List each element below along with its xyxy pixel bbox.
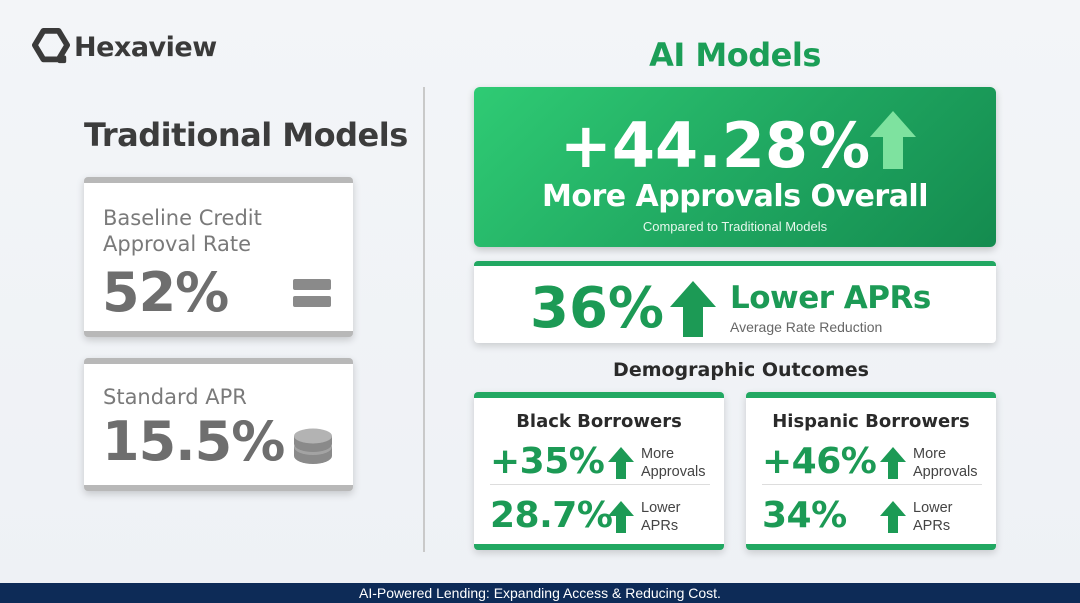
hero-approval-value: +44.28% bbox=[559, 109, 871, 182]
apr-reduction-value: 36% bbox=[530, 276, 665, 341]
apr-label: Lower APRs bbox=[730, 280, 931, 316]
demographic-card-title: Hispanic Borrowers bbox=[772, 411, 970, 432]
arrow-up-icon bbox=[880, 447, 906, 479]
coins-icon bbox=[294, 428, 332, 464]
black-borrowers-card: Black Borrowers +35% More Approvals 28.7… bbox=[474, 392, 724, 550]
demographic-outcomes-title: Demographic Outcomes bbox=[613, 359, 869, 381]
label-line1: Lower bbox=[913, 500, 953, 516]
baseline-approval-value: 52% bbox=[102, 261, 229, 324]
brand-logo: Hexaview bbox=[32, 28, 217, 66]
demographic-card-title: Black Borrowers bbox=[516, 411, 682, 432]
section-divider bbox=[423, 87, 425, 552]
label-line1: More bbox=[641, 446, 675, 462]
baseline-label-line1: Baseline Credit bbox=[103, 206, 262, 230]
label-line2: APRs bbox=[913, 518, 951, 534]
demographic-approvals-label: More Approvals bbox=[641, 445, 705, 481]
standard-apr-label: Standard APR bbox=[103, 385, 247, 409]
baseline-label-line2: Approval Rate bbox=[103, 232, 252, 256]
arrow-up-icon bbox=[670, 281, 716, 337]
baseline-approval-card: Baseline Credit Approval Rate 52% bbox=[84, 177, 353, 337]
demographic-approvals-row: +46% More Approvals bbox=[762, 439, 982, 485]
lower-apr-card: 36% Lower APRs Average Rate Reduction bbox=[474, 261, 996, 343]
approvals-hero-card: +44.28% More Approvals Overall Compared … bbox=[474, 87, 996, 247]
arrow-up-icon bbox=[880, 501, 906, 533]
label-line1: Lower bbox=[641, 500, 681, 516]
label-line2: Approvals bbox=[913, 464, 978, 480]
hero-subtitle: More Approvals Overall bbox=[541, 179, 929, 214]
ai-models-title: AI Models bbox=[649, 36, 821, 74]
footer-banner: AI-Powered Lending: Expanding Access & R… bbox=[0, 583, 1080, 603]
demographic-approvals-value: +35% bbox=[490, 441, 605, 482]
demographic-apr-label: Lower APRs bbox=[641, 499, 681, 535]
apr-note: Average Rate Reduction bbox=[730, 319, 883, 335]
traditional-models-title: Traditional Models bbox=[84, 116, 408, 154]
standard-apr-value: 15.5% bbox=[102, 410, 285, 473]
demographic-approvals-row: +35% More Approvals bbox=[490, 439, 710, 485]
demographic-apr-value: 34% bbox=[762, 495, 847, 536]
demographic-approvals-value: +46% bbox=[762, 441, 877, 482]
label-line1: More bbox=[913, 446, 947, 462]
standard-apr-card: Standard APR 15.5% bbox=[84, 358, 353, 491]
demographic-approvals-label: More Approvals bbox=[913, 445, 977, 481]
demographic-apr-label: Lower APRs bbox=[913, 499, 953, 535]
demographic-apr-value: 28.7% bbox=[490, 495, 613, 536]
hispanic-borrowers-card: Hispanic Borrowers +46% More Approvals 3… bbox=[746, 392, 996, 550]
label-line2: Approvals bbox=[641, 464, 706, 480]
arrow-up-icon bbox=[608, 501, 634, 533]
brand-name: Hexaview bbox=[74, 31, 217, 63]
hexagon-logo-icon bbox=[32, 28, 70, 64]
label-line2: APRs bbox=[641, 518, 679, 534]
arrow-up-icon bbox=[608, 447, 634, 479]
demographic-apr-row: 28.7% Lower APRs bbox=[490, 493, 710, 539]
hero-note: Compared to Traditional Models bbox=[642, 219, 828, 234]
arrow-up-icon bbox=[870, 111, 916, 169]
equals-icon bbox=[293, 279, 331, 309]
demographic-apr-row: 34% Lower APRs bbox=[762, 493, 982, 539]
